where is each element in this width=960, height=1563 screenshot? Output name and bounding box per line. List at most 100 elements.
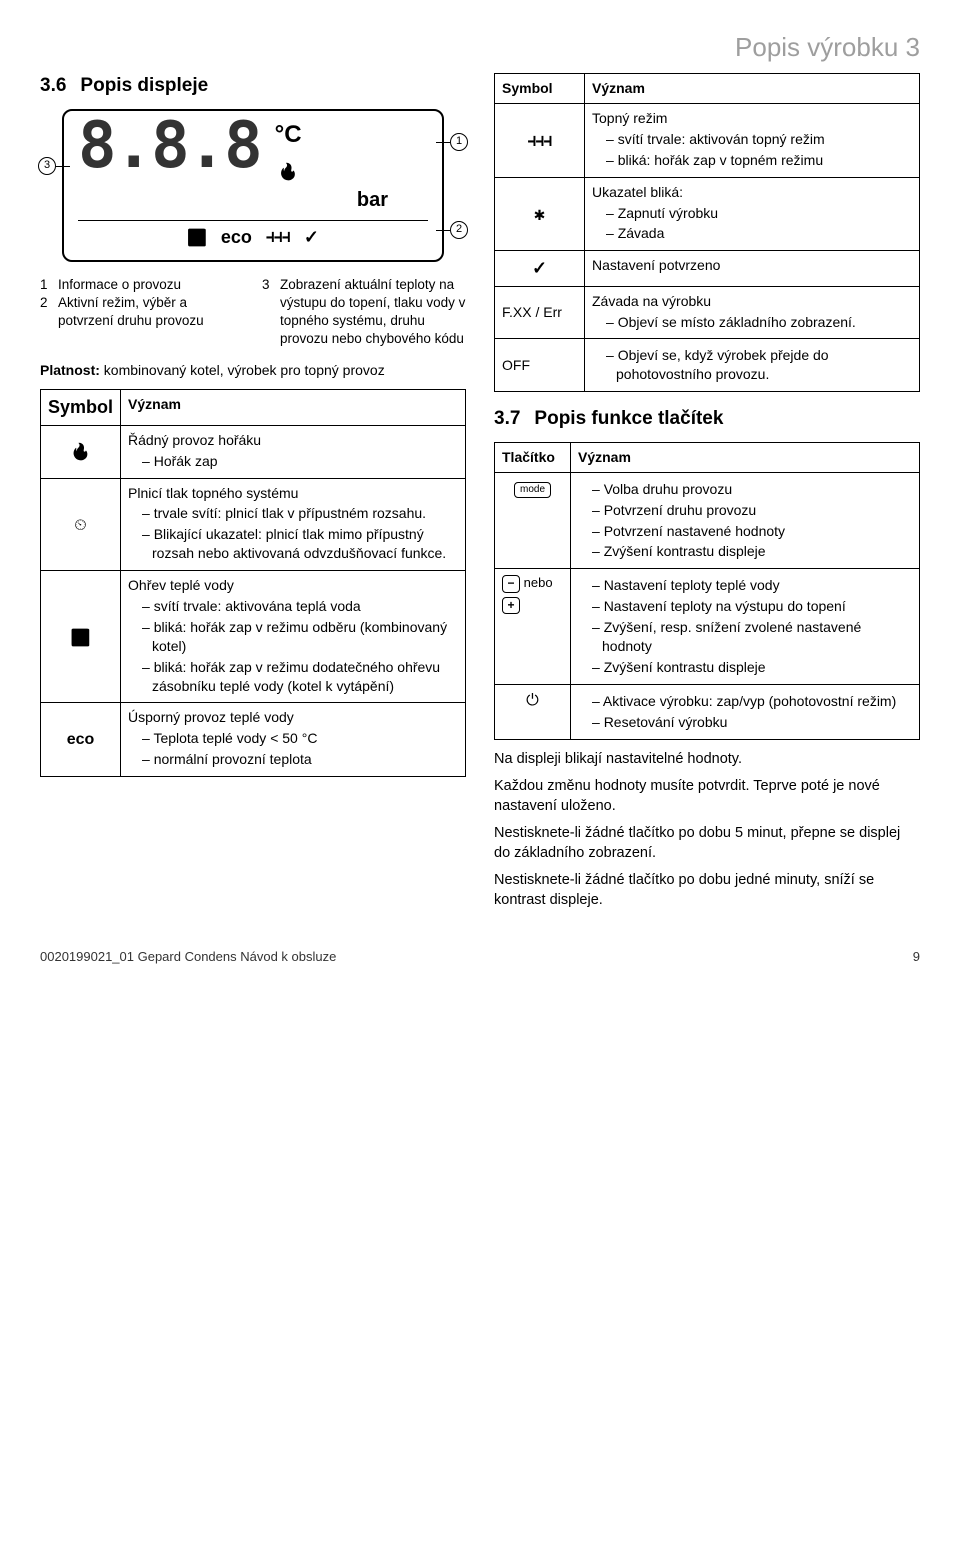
two-column-layout: 3.6 Popis displeje 3 1 2 8.8.8 °C bar: [40, 73, 920, 918]
gauge-icon: [74, 512, 86, 537]
legend-2-num: 2: [40, 294, 52, 330]
para-3: Nestisknete-li žádné tlačítko po dobu 5 …: [494, 824, 920, 863]
callout-2-line: [436, 230, 450, 231]
lcd-row-1: 8.8.8 °C: [78, 119, 428, 183]
section-3-7-num: 3.7: [494, 406, 520, 432]
power-b2: Resetování výrobku: [592, 713, 912, 732]
legend-item-1: 1 Informace o provozu: [40, 276, 244, 294]
flame-b1: Hořák zap: [142, 452, 458, 471]
row-check: Nastavení potvrzeno: [495, 251, 920, 286]
display-diagram: 3 1 2 8.8.8 °C bar eco ⫞⫞⫞: [40, 109, 466, 262]
burst-icon: [534, 202, 546, 226]
flame-title: Řádný provoz hořáku: [128, 431, 458, 450]
flame-icon: [71, 439, 91, 464]
section-3-6-label: Popis displeje: [80, 75, 208, 96]
gauge-b1: trvale svítí: plnicí tlak v přípustném r…: [142, 504, 458, 523]
legend-2-text: Aktivní režim, výběr a potvrzení druhu p…: [58, 294, 244, 330]
lcd-unit-c: °C: [275, 119, 302, 151]
pm-b3: Zvýšení, resp. snížení zvolené nastavené…: [592, 618, 912, 656]
off-symbol: OFF: [495, 339, 585, 392]
right-column: Symbol Význam ⫞⫞⫞ Topný režim svítí trva…: [494, 73, 920, 918]
symbol-table-right: Symbol Význam ⫞⫞⫞ Topný režim svítí trva…: [494, 73, 920, 392]
lcd-bar-label: bar: [78, 187, 428, 214]
flame-icon: [278, 153, 298, 183]
lcd-divider: [78, 220, 428, 221]
footer-doc: 0020199021_01 Gepard Condens Návod k obs…: [40, 948, 336, 966]
symbol-table-left: Symbol Význam Řádný provoz hořáku Hořák …: [40, 389, 466, 777]
body-paragraphs: Na displeji blikají nastavitelné hodnoty…: [494, 750, 920, 911]
table-header-row: Symbol Význam: [495, 74, 920, 104]
tap-icon: [71, 625, 91, 650]
row-tap: Ohřev teplé vody svítí trvale: aktivován…: [41, 571, 466, 703]
validity-line: Platnost: kombinovaný kotel, výrobek pro…: [40, 361, 466, 380]
row-eco: eco Úsporný provoz teplé vody Teplota te…: [41, 703, 466, 777]
pm-or: nebo: [524, 575, 553, 590]
table-header-row: Symbol Význam: [41, 390, 466, 425]
section-3-6-num: 3.6: [40, 73, 66, 99]
lcd-frame: 8.8.8 °C bar eco ⫞⫞⫞: [62, 109, 444, 262]
para-2: Každou změnu hodnoty musíte potvrdit. Te…: [494, 777, 920, 816]
row-radiator: ⫞⫞⫞ Topný režim svítí trvale: aktivován …: [495, 103, 920, 177]
row-burst: Ukazatel bliká: Zapnutí výrobku Závada: [495, 177, 920, 251]
burst-title: Ukazatel bliká:: [592, 183, 912, 202]
pm-b2: Nastavení teploty na výstupu do topení: [592, 597, 912, 616]
para-4: Nestisknete-li žádné tlačítko po dobu je…: [494, 871, 920, 910]
eco-b1: Teplota teplé vody < 50 °C: [142, 729, 458, 748]
table-header-row: Tlačítko Význam: [495, 442, 920, 472]
validity-text: kombinovaný kotel, výrobek pro topný pro…: [104, 362, 385, 378]
lcd-digits: 8.8.8: [78, 119, 261, 173]
tap-b1: svítí trvale: aktivována teplá voda: [142, 597, 458, 616]
section-3-7-label: Popis funkce tlačítek: [534, 408, 723, 429]
rad-b1: svítí trvale: aktivován topný režim: [606, 130, 912, 149]
left-column: 3.6 Popis displeje 3 1 2 8.8.8 °C bar: [40, 73, 466, 918]
tap-b2: bliká: hořák zap v režimu odběru (kombin…: [142, 618, 458, 656]
radiator-icon: ⫞⫞⫞: [266, 225, 290, 249]
th-meaning: Význam: [571, 442, 920, 472]
pm-b4: Zvýšení kontrastu displeje: [592, 658, 912, 677]
fxx-title: Závada na výrobku: [592, 292, 912, 311]
callout-3-line: [56, 166, 70, 167]
th-meaning: Význam: [121, 390, 466, 425]
th-button: Tlačítko: [495, 442, 571, 472]
check-icon: [532, 256, 547, 280]
row-gauge: Plnicí tlak topného systému trvale svítí…: [41, 478, 466, 571]
legend-1-text: Informace o provozu: [58, 276, 181, 294]
power-icon: [526, 690, 539, 712]
mode-b3: Potvrzení nastavené hodnoty: [592, 522, 912, 541]
plus-button-icon: +: [502, 597, 520, 615]
page-header: Popis výrobku 3: [40, 30, 920, 65]
footer-page: 9: [913, 948, 920, 966]
fxx-symbol: F.XX / Err: [495, 286, 585, 339]
mode-b4: Zvýšení kontrastu displeje: [592, 542, 912, 561]
legend-1-num: 1: [40, 276, 52, 294]
th-symbol: Symbol: [41, 390, 121, 425]
legend-3-num: 3: [262, 276, 274, 349]
power-b1: Aktivace výrobku: zap/vyp (pohotovostní …: [592, 692, 912, 711]
fxx-b1: Objeví se místo základního zobrazení.: [606, 313, 912, 332]
th-symbol: Symbol: [495, 74, 585, 104]
tap-b3: bliká: hořák zap v režimu dodatečného oh…: [142, 658, 458, 696]
button-table: Tlačítko Význam mode Volba druhu provozu…: [494, 442, 920, 740]
para-1: Na displeji blikají nastavitelné hodnoty…: [494, 750, 920, 770]
rad-title: Topný režim: [592, 109, 912, 128]
section-3-6-title: 3.6 Popis displeje: [40, 73, 466, 99]
validity-label: Platnost:: [40, 362, 100, 378]
mode-b2: Potvrzení druhu provozu: [592, 501, 912, 520]
mode-button-icon: mode: [514, 482, 551, 498]
row-off: OFF Objeví se, když výrobek přejde do po…: [495, 339, 920, 392]
gauge-title: Plnicí tlak topného systému: [128, 484, 458, 503]
row-fxx: F.XX / Err Závada na výrobku Objeví se m…: [495, 286, 920, 339]
eco-b2: normální provozní teplota: [142, 750, 458, 769]
legend-item-2: 2 Aktivní režim, výběr a potvrzení druhu…: [40, 294, 244, 330]
tap-title: Ohřev teplé vody: [128, 576, 458, 595]
diagram-legend: 1 Informace o provozu 2 Aktivní režim, v…: [40, 276, 466, 349]
callout-1-line: [436, 142, 450, 143]
callout-1: 1: [450, 133, 468, 151]
burst-b1: Zapnutí výrobku: [606, 204, 912, 223]
row-flame: Řádný provoz hořáku Hořák zap: [41, 425, 466, 478]
page-footer: 0020199021_01 Gepard Condens Návod k obs…: [40, 948, 920, 966]
check-title: Nastavení potvrzeno: [585, 251, 920, 286]
row-mode: mode Volba druhu provozu Potvrzení druhu…: [495, 472, 920, 569]
eco-symbol: eco: [41, 703, 121, 777]
mode-b1: Volba druhu provozu: [592, 480, 912, 499]
